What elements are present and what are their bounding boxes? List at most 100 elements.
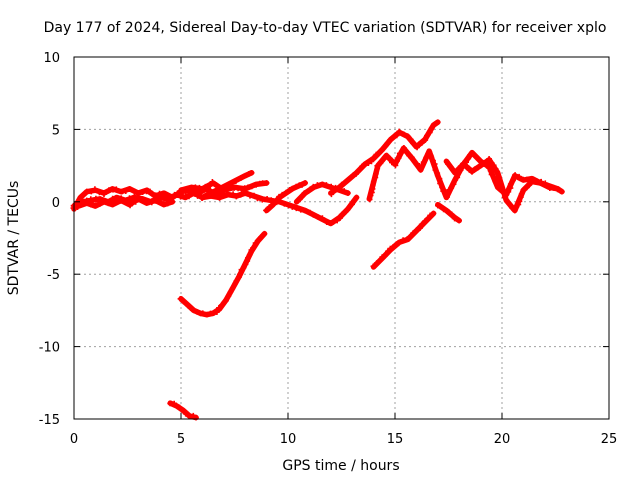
data-point [533, 178, 539, 184]
data-point [237, 192, 244, 198]
data-point [227, 289, 234, 295]
data-point [471, 152, 478, 159]
data-point [366, 196, 373, 203]
y-tick-label: -5 [47, 268, 60, 283]
data-point [418, 221, 425, 228]
data-point [492, 166, 499, 172]
data-point [79, 201, 85, 207]
data-point [194, 193, 201, 199]
data-point [368, 158, 375, 165]
data-point [223, 297, 229, 304]
data-point [96, 189, 103, 196]
data-point [377, 257, 383, 264]
data-point [422, 218, 428, 224]
data-point [255, 237, 261, 244]
ticks-layer: 0 5 10 15 20 25 -15 -10 -5 0 5 10 [39, 51, 618, 447]
data-point [424, 132, 430, 139]
data-point [365, 160, 372, 166]
data-point [330, 219, 337, 225]
data-point [396, 155, 402, 161]
data-point [401, 145, 407, 151]
data-point [218, 302, 225, 308]
y-tick-label: 5 [52, 123, 60, 138]
data-point [289, 185, 296, 192]
data-point [266, 204, 273, 210]
y-axis-label: SDTVAR / TECUs [6, 181, 22, 296]
data-point [114, 199, 120, 205]
data-point [229, 179, 236, 186]
series-arc-h [177, 230, 268, 318]
data-point [419, 163, 425, 170]
data-point [344, 177, 351, 184]
data-point [468, 151, 475, 157]
data-point [417, 225, 423, 231]
data-point [487, 168, 494, 174]
data-point [241, 264, 247, 271]
data-point [328, 191, 335, 198]
data-point [259, 197, 266, 203]
data-point [253, 182, 259, 188]
data-point [440, 206, 447, 213]
data-point [528, 179, 535, 186]
data-point [319, 215, 326, 221]
x-tick-label: 25 [601, 432, 618, 447]
data-point [246, 171, 252, 177]
data-point [414, 144, 420, 151]
data-point [387, 137, 393, 143]
data-point [338, 211, 345, 218]
series-arc-b [70, 189, 360, 227]
data-point [455, 167, 462, 173]
data-point [101, 191, 107, 197]
data-point [248, 170, 255, 176]
y-tick-label: 10 [43, 51, 60, 66]
data-point [506, 200, 512, 206]
data-point [404, 133, 411, 139]
data-point [374, 163, 380, 169]
data-point [345, 190, 351, 196]
series-arc-j [328, 119, 441, 198]
data-point [427, 129, 433, 136]
data-point [336, 184, 343, 191]
data-point [337, 215, 343, 221]
data-point [447, 163, 453, 170]
series-layer [70, 119, 565, 421]
data-point [207, 182, 213, 189]
data-point [428, 154, 435, 161]
series-arc-l [443, 156, 561, 214]
data-point [109, 195, 116, 202]
data-point [367, 192, 374, 199]
data-point [377, 160, 384, 167]
data-point [156, 198, 163, 205]
data-point [471, 166, 478, 172]
data-point [314, 182, 321, 188]
data-point [245, 255, 251, 261]
data-point [359, 163, 365, 170]
data-point [177, 194, 184, 200]
data-point [430, 157, 436, 164]
data-point [185, 186, 191, 193]
data-point [194, 309, 200, 315]
x-tick-label: 20 [494, 432, 511, 447]
data-point [164, 200, 171, 207]
data-point [484, 159, 490, 166]
data-point [413, 227, 420, 233]
data-point [147, 188, 153, 195]
data-point [93, 202, 99, 208]
data-point [328, 183, 334, 190]
data-point [520, 187, 527, 193]
data-point [126, 195, 133, 201]
data-point [491, 162, 497, 169]
data-point [123, 199, 129, 205]
data-point [289, 204, 296, 210]
data-point [211, 188, 218, 195]
data-point [518, 191, 525, 197]
data-point [370, 154, 377, 161]
data-point [515, 201, 522, 208]
data-point [237, 271, 243, 278]
x-tick-label: 5 [177, 432, 185, 447]
data-point [392, 162, 399, 169]
data-point [409, 154, 415, 161]
data-point [457, 163, 464, 169]
data-point [510, 177, 516, 184]
